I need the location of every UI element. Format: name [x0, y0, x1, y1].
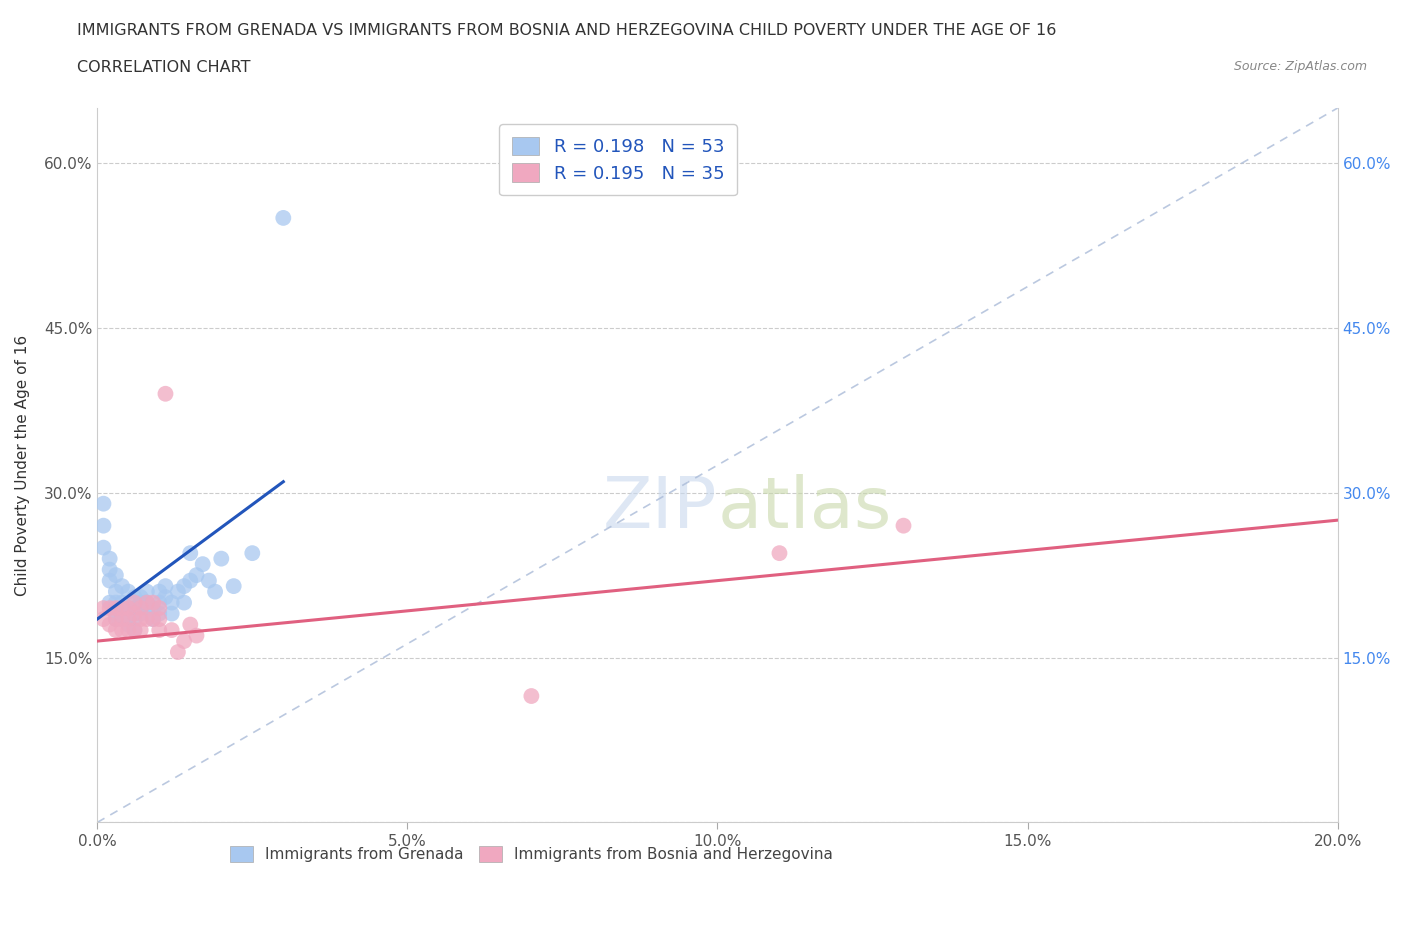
Point: [768, 546, 790, 561]
Point: [186, 567, 208, 582]
Point: [93, 518, 115, 533]
Point: [129, 606, 152, 621]
Point: [124, 601, 146, 616]
Point: [179, 573, 201, 588]
Point: [148, 623, 170, 638]
Point: [135, 584, 157, 599]
Text: IMMIGRANTS FROM GRENADA VS IMMIGRANTS FROM BOSNIA AND HERZEGOVINA CHILD POVERTY : IMMIGRANTS FROM GRENADA VS IMMIGRANTS FR…: [77, 23, 1057, 38]
Point: [98, 618, 121, 632]
Point: [104, 584, 127, 599]
Point: [129, 595, 152, 610]
Point: [173, 578, 195, 593]
Text: ZIP: ZIP: [603, 473, 717, 542]
Point: [124, 595, 146, 610]
Point: [117, 601, 139, 616]
Point: [124, 623, 146, 638]
Point: [93, 540, 115, 555]
Point: [124, 606, 146, 621]
Point: [93, 612, 115, 627]
Point: [893, 518, 915, 533]
Point: [160, 606, 183, 621]
Point: [155, 578, 177, 593]
Point: [104, 606, 127, 621]
Point: [111, 612, 134, 627]
Point: [167, 644, 190, 659]
Point: [173, 595, 195, 610]
Point: [104, 612, 127, 627]
Point: [104, 623, 127, 638]
Point: [148, 612, 170, 627]
Point: [209, 551, 232, 566]
Point: [111, 612, 134, 627]
Text: Source: ZipAtlas.com: Source: ZipAtlas.com: [1233, 60, 1367, 73]
Point: [148, 601, 170, 616]
Point: [148, 584, 170, 599]
Point: [98, 601, 121, 616]
Point: [179, 618, 201, 632]
Point: [198, 573, 221, 588]
Point: [93, 497, 115, 512]
Point: [148, 595, 170, 610]
Point: [520, 688, 543, 703]
Point: [117, 618, 139, 632]
Point: [98, 595, 121, 610]
Point: [98, 573, 121, 588]
Point: [173, 633, 195, 648]
Point: [117, 584, 139, 599]
Point: [167, 584, 190, 599]
Point: [240, 546, 263, 561]
Point: [135, 601, 157, 616]
Point: [129, 601, 152, 616]
Text: atlas: atlas: [717, 473, 891, 542]
Point: [155, 590, 177, 604]
Text: CORRELATION CHART: CORRELATION CHART: [77, 60, 250, 75]
Point: [142, 601, 165, 616]
Point: [271, 210, 294, 225]
Point: [155, 386, 177, 401]
Point: [124, 612, 146, 627]
Point: [117, 612, 139, 627]
Point: [111, 601, 134, 616]
Point: [111, 595, 134, 610]
Point: [111, 578, 134, 593]
Point: [135, 595, 157, 610]
Point: [191, 557, 214, 572]
Point: [104, 567, 127, 582]
Point: [135, 612, 157, 627]
Point: [111, 623, 134, 638]
Point: [111, 606, 134, 621]
Point: [124, 623, 146, 638]
Point: [129, 623, 152, 638]
Point: [142, 595, 165, 610]
Point: [160, 623, 183, 638]
Point: [117, 601, 139, 616]
Point: [142, 612, 165, 627]
Point: [135, 595, 157, 610]
Point: [204, 584, 226, 599]
Point: [222, 578, 245, 593]
Legend: Immigrants from Grenada, Immigrants from Bosnia and Herzegovina: Immigrants from Grenada, Immigrants from…: [224, 840, 839, 869]
Point: [117, 623, 139, 638]
Point: [104, 612, 127, 627]
Point: [129, 590, 152, 604]
Y-axis label: Child Poverty Under the Age of 16: Child Poverty Under the Age of 16: [15, 335, 30, 596]
Point: [160, 595, 183, 610]
Point: [124, 590, 146, 604]
Point: [98, 551, 121, 566]
Point: [104, 595, 127, 610]
Point: [117, 612, 139, 627]
Point: [98, 563, 121, 578]
Point: [129, 612, 152, 627]
Point: [179, 546, 201, 561]
Point: [148, 606, 170, 621]
Point: [93, 601, 115, 616]
Point: [117, 601, 139, 616]
Point: [142, 612, 165, 627]
Point: [104, 601, 127, 616]
Point: [186, 628, 208, 643]
